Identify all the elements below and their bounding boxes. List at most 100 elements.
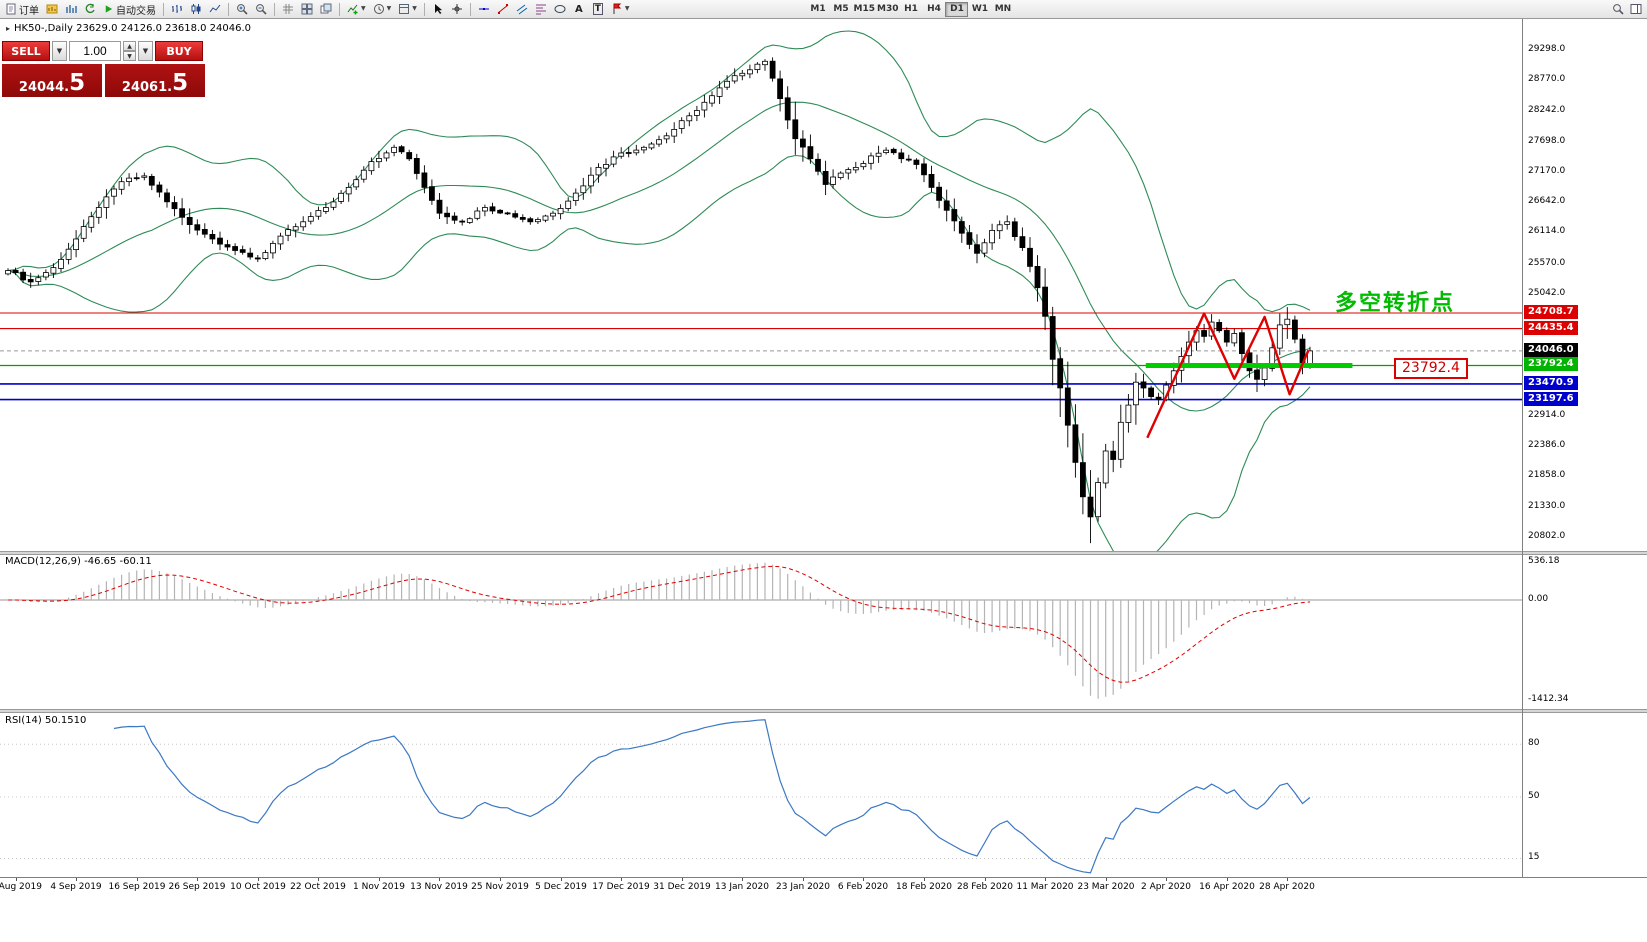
timeframe-m1-button[interactable]: M1: [810, 4, 826, 14]
periods-button[interactable]: ▼: [370, 1, 395, 17]
cascade-windows-button[interactable]: [317, 1, 335, 17]
timeframe-mn-button[interactable]: MN: [994, 4, 1012, 14]
lot-size-input[interactable]: [69, 41, 121, 61]
symbol-ohlc-text: HK50-,Daily 23629.0 24126.0 23618.0 2404…: [14, 23, 252, 34]
price-tick-label: 20802.0: [1528, 531, 1566, 541]
date-tick-mark: [803, 878, 804, 881]
date-tick-mark: [500, 878, 501, 881]
timeframe-m30-button[interactable]: M30: [876, 4, 899, 14]
bar-chart-button[interactable]: [168, 1, 186, 17]
price-pane: [0, 30, 1522, 551]
autotrade-button[interactable]: 自动交易: [100, 1, 159, 17]
buy-price-display[interactable]: 24061. 5: [105, 64, 205, 97]
price-tick-label: 26642.0: [1528, 196, 1566, 206]
zigzag-drawing[interactable]: [1146, 312, 1310, 439]
text-tool-button[interactable]: A: [570, 1, 588, 17]
price-tag-24046.0: 24046.0: [1524, 343, 1578, 357]
toolbar-separator: [339, 2, 340, 16]
price-tick-label: 25042.0: [1528, 288, 1566, 298]
price-axis[interactable]: 29298.0 28770.0 28242.0 27698.0 27170.0 26642…: [1523, 19, 1647, 877]
line-chart-button[interactable]: [206, 1, 224, 17]
line-chart-icon: [209, 4, 221, 13]
date-label: 28 Feb 2020: [956, 882, 1013, 892]
timeframe-m15-button[interactable]: M15: [853, 4, 875, 14]
timeframe-d1-button[interactable]: D1: [945, 1, 969, 17]
date-label: 16 Sep 2019: [108, 882, 166, 892]
price-tick-label: 28770.0: [1528, 74, 1566, 84]
timeframe-w1-button[interactable]: W1: [971, 4, 989, 14]
channel-button[interactable]: [513, 1, 531, 17]
trendline-icon: [497, 4, 509, 14]
date-tick-mark: [682, 878, 683, 881]
grid-button[interactable]: [279, 1, 297, 17]
templates-button[interactable]: ▼: [395, 1, 420, 17]
trendline-button[interactable]: [494, 1, 512, 17]
toolbar-separator: [469, 2, 471, 16]
horizontal-line-button[interactable]: [475, 1, 493, 17]
search-icon: [1613, 4, 1624, 15]
rsi-tick-label: 50: [1528, 791, 1540, 801]
pivot-level-badge[interactable]: 23792.4: [1394, 358, 1468, 379]
macd-pane: [0, 562, 1522, 699]
buy-price-big-digit: 5: [172, 70, 189, 97]
timeframe-m5-button[interactable]: M5: [833, 4, 849, 14]
refresh-button[interactable]: [81, 1, 99, 17]
indicators-button[interactable]: ▼: [344, 1, 369, 17]
bar-chart-icon: [172, 5, 182, 13]
price-tag-23792.4: 23792.4: [1524, 357, 1578, 371]
date-label: 1 Nov 2019: [353, 882, 405, 892]
play-icon: [105, 5, 113, 13]
date-axis-border: [0, 877, 1647, 878]
search-button[interactable]: [1609, 1, 1627, 17]
toolbar-separator: [163, 2, 164, 16]
new-order-button[interactable]: 订单: [2, 1, 42, 17]
lot-decrement-button[interactable]: ▼: [123, 51, 136, 61]
new-chart-icon: [46, 4, 58, 14]
date-tick-mark: [379, 878, 380, 881]
crosshair-icon: [451, 4, 462, 14]
tile-windows-button[interactable]: [298, 1, 316, 17]
pane-separator[interactable]: [0, 551, 1647, 555]
chart-canvas[interactable]: [0, 0, 1522, 942]
textbox-tool-button[interactable]: T: [589, 1, 607, 17]
timeframe-h1-button[interactable]: H1: [904, 4, 918, 14]
grid-icon: [283, 4, 293, 14]
panels-button[interactable]: [1627, 1, 1645, 17]
market-watch-button[interactable]: [62, 1, 80, 17]
rsi-line: [113, 719, 1311, 874]
sell-price-display[interactable]: 24044. 5: [2, 64, 102, 97]
timeframe-h4-button[interactable]: H4: [927, 4, 941, 14]
macd-tick-label: 0.00: [1528, 594, 1549, 604]
turning-point-annotation[interactable]: 多空转折点: [1335, 291, 1456, 316]
shapes-button[interactable]: [551, 1, 569, 17]
price-tick-label: 25570.0: [1528, 258, 1566, 268]
macd-signal-line: [8, 565, 1311, 683]
date-tick-mark: [863, 878, 864, 881]
sell-button[interactable]: SELL: [2, 41, 50, 61]
fibonacci-button[interactable]: [532, 1, 550, 17]
pane-separator[interactable]: [0, 709, 1647, 713]
indicators-icon: [347, 4, 358, 15]
textbox-tool-icon: T: [592, 3, 603, 15]
date-tick-mark: [76, 878, 77, 881]
sell-options-dropdown[interactable]: ▼: [52, 41, 67, 61]
macd-tick-label: -1412.34: [1528, 694, 1569, 704]
arrows-button[interactable]: ▼: [608, 1, 633, 17]
lot-spinner: ▲ ▼: [123, 41, 136, 61]
date-label: 23 Jan 2020: [776, 882, 830, 892]
price-axis-border: [1522, 19, 1523, 877]
candle-chart-icon: [191, 4, 201, 14]
zoom-out-button[interactable]: [252, 1, 270, 17]
templates-icon: [399, 4, 410, 14]
candle-chart-button[interactable]: [187, 1, 205, 17]
cursor-button[interactable]: [429, 1, 447, 17]
zoom-in-button[interactable]: [233, 1, 251, 17]
crosshair-button[interactable]: [448, 1, 466, 17]
lot-increment-button[interactable]: ▲: [123, 41, 136, 51]
buy-options-dropdown[interactable]: ▼: [138, 41, 153, 61]
buy-button[interactable]: BUY: [155, 41, 203, 61]
date-label: 5 Dec 2019: [535, 882, 587, 892]
price-tag-23470.9: 23470.9: [1524, 376, 1578, 390]
new-chart-button[interactable]: [43, 1, 61, 17]
